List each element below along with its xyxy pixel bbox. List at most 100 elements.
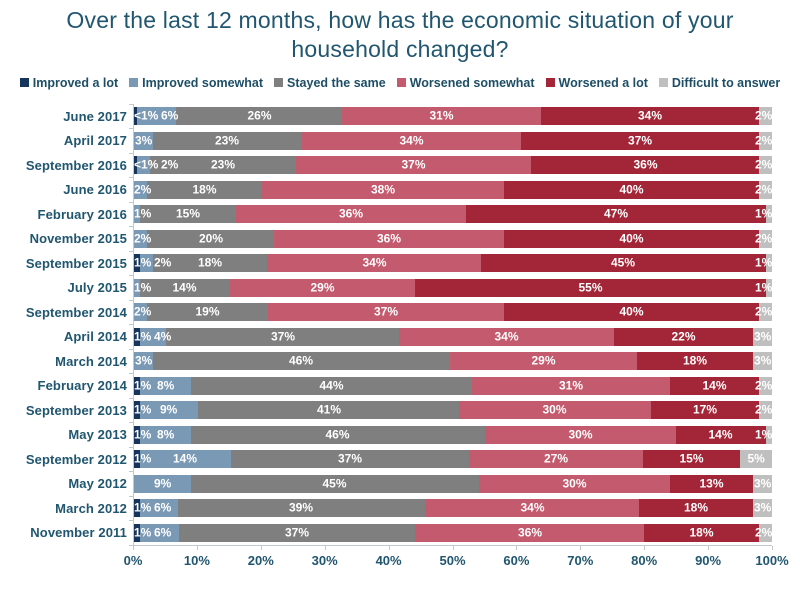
bar-segment-difficult-to-answer — [752, 352, 772, 371]
bar-segment-stayed-the-same — [140, 205, 237, 224]
chart-row-september-2015: September 2015 1% 2% 18% 34% 45% 1% — [26, 251, 772, 276]
bar-segment-stayed-the-same — [165, 327, 400, 346]
bar-segment-worsened-somewhat — [459, 401, 651, 420]
bar-segment-stayed-the-same — [146, 229, 275, 248]
bar-segment-worsened-somewhat — [266, 254, 482, 273]
legend-label: Difficult to answer — [671, 75, 781, 90]
bar-segment-improved-somewhat — [137, 156, 150, 175]
legend-swatch-icon — [129, 78, 139, 88]
y-axis-tick — [129, 520, 133, 522]
bar-segment-difficult-to-answer — [759, 156, 772, 175]
bar-segment-difficult-to-answer — [753, 499, 772, 518]
category-label: September 2013 — [25, 402, 127, 418]
bar-segment-difficult-to-answer — [759, 131, 772, 150]
bar-segment-improved-somewhat — [134, 131, 154, 150]
legend-label: Worsened somewhat — [409, 75, 535, 90]
bar-segment-stayed-the-same — [191, 474, 479, 493]
category-label: September 2015 — [25, 255, 127, 271]
chart-row-february-2014: February 2014 1% 8% 44% 31% 14% 2% — [38, 373, 772, 398]
legend-swatch-icon — [396, 78, 406, 88]
bar-segment-worsened-a-lot — [465, 205, 766, 224]
bar-segment-improved-a-lot — [134, 425, 141, 444]
x-axis — [133, 544, 773, 551]
category-label: March 2014 — [55, 353, 127, 369]
bar-segment-stayed-the-same — [140, 278, 230, 297]
x-axis-tick-label: 20% — [247, 552, 274, 568]
bar-segment-improved-a-lot — [134, 401, 141, 420]
chart-row-july-2015: July 2015 1% 14% 29% 55% 1% — [68, 275, 772, 300]
category-label: May 2012 — [68, 476, 127, 492]
legend-label: Stayed the same — [287, 75, 386, 90]
category-label: September 2014 — [25, 304, 127, 320]
stacked-bar: 1% 8% 44% 31% 14% 2% — [134, 376, 772, 395]
legend-swatch-icon — [545, 78, 555, 88]
stacked-bar: 1% 6% 39% 34% 18% 3% — [134, 499, 772, 518]
chart-row-september-2014: September 2014 2% 19% 37% 40% 2% — [26, 300, 772, 325]
category-label: April 2017 — [63, 133, 127, 149]
bar-segment-improved-somewhat — [140, 523, 179, 542]
x-axis-tick — [516, 545, 518, 550]
bar-segment-worsened-somewhat — [267, 303, 505, 322]
bar-segment-improved-somewhat — [140, 327, 166, 346]
stacked-bar: 1% 14% 37% 27% 15% 5% — [134, 450, 772, 469]
stacked-bar: 1% 4% 37% 34% 22% 3% — [134, 327, 772, 346]
y-axis-tick — [129, 226, 133, 228]
stacked-bar: 1% 6% 37% 36% 18% 2% — [134, 523, 772, 542]
bar-segment-improved-somewhat — [140, 425, 192, 444]
x-axis-tick — [324, 545, 326, 550]
stacked-bar: 1% 15% 36% 47% 1% — [134, 205, 772, 224]
bar-segment-stayed-the-same — [197, 401, 460, 420]
chart-row-september-2013: September 2013 1% 9% 41% 30% 17% 2% — [26, 398, 772, 423]
bar-segment-worsened-a-lot — [530, 156, 760, 175]
legend-item-worsened-somewhat: Worsened somewhat — [396, 75, 535, 90]
bar-segment-stayed-the-same — [153, 352, 450, 371]
stacked-bar: 1% 9% 41% 30% 17% 2% — [134, 401, 772, 420]
bar-segment-worsened-a-lot — [541, 107, 760, 126]
bar-segment-improved-somewhat — [134, 474, 192, 493]
category-label: September 2016 — [25, 157, 127, 173]
bar-segment-worsened-somewhat — [261, 180, 505, 199]
legend-swatch-icon — [274, 78, 284, 88]
bar-segment-worsened-a-lot — [636, 352, 753, 371]
legend-label: Worsened a lot — [558, 75, 648, 90]
bar-segment-difficult-to-answer — [753, 327, 772, 346]
bar-segment-worsened-a-lot — [639, 499, 753, 518]
bar-segment-difficult-to-answer — [765, 278, 772, 297]
y-axis-tick — [129, 299, 133, 301]
bar-segment-difficult-to-answer — [759, 376, 772, 395]
category-label: March 2012 — [55, 500, 127, 516]
x-axis-labels: 0% 10% 20% 30% 40% 50% 60% 70% 80% 90% 100% — [124, 552, 789, 573]
bar-segment-improved-a-lot — [134, 376, 141, 395]
category-label: July 2015 — [67, 280, 127, 296]
bar-segment-worsened-somewhat — [229, 278, 415, 297]
bar-segment-stayed-the-same — [191, 376, 473, 395]
bar-segment-difficult-to-answer — [765, 254, 772, 273]
legend-item-difficult-to-answer: Difficult to answer — [658, 75, 781, 90]
stacked-bar: 2% 18% 38% 40% 2% — [134, 180, 772, 199]
bar-segment-improved-somewhat — [140, 450, 231, 469]
y-axis-tick — [129, 103, 133, 105]
y-axis-tick — [129, 471, 133, 473]
legend-swatch-icon — [19, 78, 29, 88]
bar-segment-difficult-to-answer — [765, 425, 772, 444]
category-label: February 2016 — [37, 206, 127, 222]
bar-segment-improved-somewhat — [134, 352, 154, 371]
bar-segment-improved-somewhat — [134, 229, 147, 248]
chart-row-april-2017: April 2017 3% 23% 34% 37% 2% — [64, 128, 772, 153]
bar-segment-difficult-to-answer — [759, 107, 772, 126]
bar-segment-stayed-the-same — [153, 131, 302, 150]
category-label: September 2012 — [25, 451, 127, 467]
legend: Improved a lot Improved somewhat Stayed th… — [0, 76, 800, 90]
bar-segment-difficult-to-answer — [752, 474, 772, 493]
y-axis-tick — [129, 422, 133, 424]
bar-segment-stayed-the-same — [152, 254, 267, 273]
chart-row-april-2014: April 2014 1% 4% 37% 34% 22% 3% — [64, 324, 772, 349]
y-axis-tick — [129, 250, 133, 252]
stacked-bar: 9% 45% 30% 13% 3% — [134, 474, 772, 493]
bar-segment-improved-somewhat — [140, 254, 153, 273]
y-axis-tick — [129, 128, 133, 130]
x-axis-tick — [388, 545, 390, 550]
bar-segment-stayed-the-same — [178, 523, 415, 542]
bar-segment-worsened-somewhat — [449, 352, 637, 371]
chart-row-may-2013: May 2013 1% 8% 46% 30% 14% 1% — [68, 422, 772, 447]
